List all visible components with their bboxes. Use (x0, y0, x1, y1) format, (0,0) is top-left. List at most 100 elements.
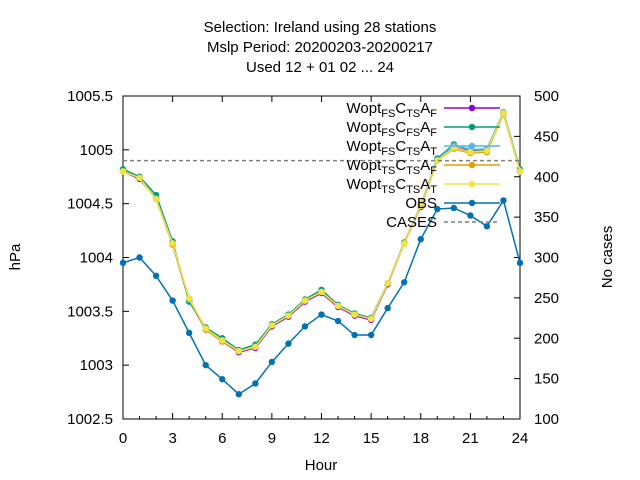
data-point (285, 312, 292, 319)
data-point (401, 279, 408, 286)
data-point (252, 343, 259, 351)
legend-label-part: Wopt (347, 119, 383, 136)
data-point (483, 147, 491, 155)
legend-label-part: A (420, 138, 430, 155)
data-point (119, 168, 127, 175)
x-tick-label: 12 (313, 430, 330, 447)
y-tick-label: 1005.5 (67, 88, 113, 105)
data-point (467, 212, 474, 219)
series-layer (119, 108, 524, 398)
y2-tick-label: 500 (534, 88, 559, 105)
legend-label-part: F (430, 127, 437, 139)
data-point (384, 304, 391, 312)
legend-swatch-point (468, 123, 476, 131)
legend-label-part: FS (381, 108, 395, 120)
data-point (500, 197, 507, 204)
legend-label-part: T (430, 146, 437, 158)
x-tick-label: 6 (218, 430, 226, 447)
legend-swatch-point (468, 199, 476, 207)
legend-swatch-point (468, 161, 476, 169)
legend-label: WoptTSCTSAF (347, 157, 438, 177)
series-line (122, 198, 521, 396)
data-point (235, 347, 242, 355)
data-point (169, 240, 176, 247)
data-point (367, 315, 375, 323)
x-axis-label: Hour (305, 457, 338, 474)
y-tick-label: 1003 (80, 357, 113, 374)
data-point (434, 157, 441, 164)
plot-frame (122, 95, 521, 420)
data-point (434, 205, 441, 213)
legend-label-part: TS (381, 165, 395, 177)
chart-title: Selection: Ireland using 28 stations Msl… (204, 19, 437, 76)
y2-tick-label: 450 (534, 128, 559, 145)
legend-label-part: Wopt (347, 157, 383, 174)
data-point (384, 280, 391, 287)
legend-label-part: F (430, 108, 437, 120)
legend-label-part: F (430, 165, 437, 177)
x-tick-label: 18 (412, 430, 429, 447)
data-point (301, 297, 309, 304)
y2-tick-label: 300 (534, 250, 559, 267)
x-axis: 0 3 6 9 12 15 18 21 24 (119, 96, 528, 447)
data-point (351, 331, 358, 339)
legend-label-part: C (395, 119, 406, 136)
y-tick-label: 1004.5 (67, 196, 113, 213)
y2-tick-label: 250 (534, 290, 559, 307)
y2-axis: 100 150 200 250 300 350 400 450 500 (514, 88, 559, 428)
data-point (467, 148, 474, 156)
data-point (318, 311, 325, 318)
data-point (268, 322, 276, 329)
data-point (367, 331, 375, 339)
legend-label: WoptTSCTSAT (347, 176, 438, 196)
data-point (185, 329, 193, 337)
data-point (136, 254, 143, 261)
data-point (500, 110, 507, 117)
legend-swatch-point (468, 142, 476, 150)
legend-label-part: Wopt (347, 100, 383, 117)
data-point (351, 311, 358, 318)
legend-label-part: TS (406, 146, 420, 158)
legend-label-part: FS (381, 146, 395, 158)
y2-tick-label: 100 (534, 411, 559, 428)
series-5 (119, 197, 524, 398)
legend-label-part: T (430, 184, 437, 196)
data-point (268, 358, 276, 366)
data-point (219, 337, 226, 344)
data-point (301, 323, 309, 330)
data-point (185, 295, 193, 302)
data-point (202, 361, 209, 369)
data-point (516, 259, 524, 267)
x-tick-label: 9 (268, 430, 276, 447)
legend-label: WoptFSCTSAT (347, 138, 438, 158)
data-point (285, 340, 292, 347)
legend-label-part: C (395, 138, 406, 155)
y-axis: 1002.5 1003 1003.5 1004 1004.5 1005 1005.5 (67, 88, 129, 428)
x-tick-label: 0 (119, 430, 127, 447)
y2-tick-label: 350 (534, 209, 559, 226)
legend-label: WoptFSCTSAF (347, 100, 438, 120)
data-point (334, 317, 342, 325)
legend-label: WoptFSCFSAF (347, 119, 438, 139)
y2-tick-label: 150 (534, 371, 559, 388)
legend-label-part: FS (406, 127, 420, 139)
legend-label-part: TS (406, 184, 420, 196)
data-point (152, 272, 160, 280)
legend-label-part: C (395, 157, 406, 174)
legend: WoptFSCTSAFWoptFSCFSAFWoptFSCTSATWoptTSC… (347, 100, 500, 231)
title-line-2: Mslp Period: 20200203-20200217 (207, 39, 433, 56)
data-point (417, 235, 424, 243)
x-tick-label: 15 (363, 430, 380, 447)
data-point (401, 240, 408, 247)
data-point (252, 380, 259, 387)
y-tick-label: 1002.5 (67, 411, 113, 428)
legend-label-part: A (420, 119, 430, 136)
data-point (202, 325, 209, 332)
title-line-3: Used 12 + 01 02 ... 24 (246, 59, 394, 76)
legend-swatch-point (468, 104, 476, 112)
data-point (318, 288, 325, 296)
y2-tick-label: 400 (534, 169, 559, 186)
legend-label-part: Wopt (347, 176, 383, 193)
x-tick-label: 3 (168, 430, 176, 447)
